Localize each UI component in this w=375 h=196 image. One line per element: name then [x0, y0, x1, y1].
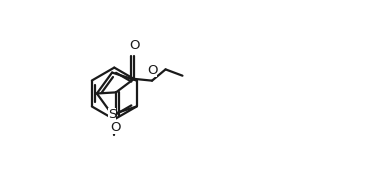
- Text: O: O: [111, 121, 121, 134]
- Text: O: O: [129, 39, 139, 52]
- Text: S: S: [108, 108, 116, 121]
- Text: O: O: [147, 64, 157, 77]
